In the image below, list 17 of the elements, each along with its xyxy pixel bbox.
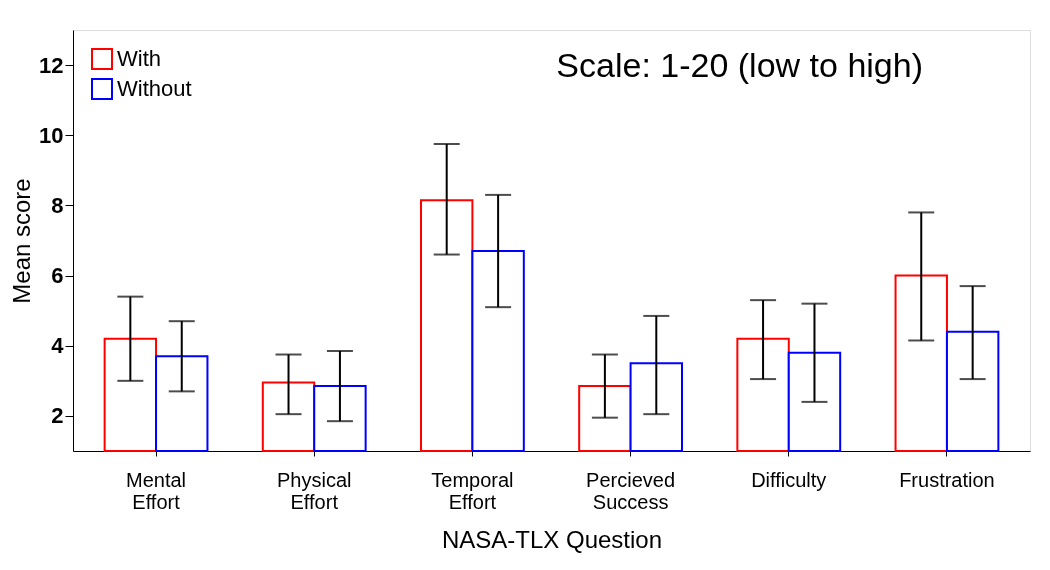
x-tick-label: Percieved Success: [586, 468, 676, 513]
x-tick-label: Temporal Effort: [431, 468, 514, 513]
y-tick-label: 4: [51, 333, 65, 359]
x-axis-title: NASA-TLX Question: [441, 525, 663, 553]
annotation: Scale: 1-20 (low to high): [556, 46, 923, 84]
x-tick-label: Mental Effort: [126, 468, 187, 513]
x-tick-label: Difficulty: [751, 468, 827, 491]
y-tick-label: 10: [39, 122, 64, 148]
y-tick-label: 12: [39, 52, 64, 78]
y-tick-label: 2: [51, 403, 64, 429]
legend-label: Without: [117, 76, 192, 101]
y-tick-label: 8: [51, 192, 64, 218]
x-tick-label: Frustration: [899, 468, 995, 491]
y-tick-label: 6: [51, 263, 64, 289]
y-axis-title: Mean score: [8, 178, 36, 304]
x-tick-label: Physical Effort: [276, 468, 352, 513]
legend-label: With: [117, 46, 161, 71]
